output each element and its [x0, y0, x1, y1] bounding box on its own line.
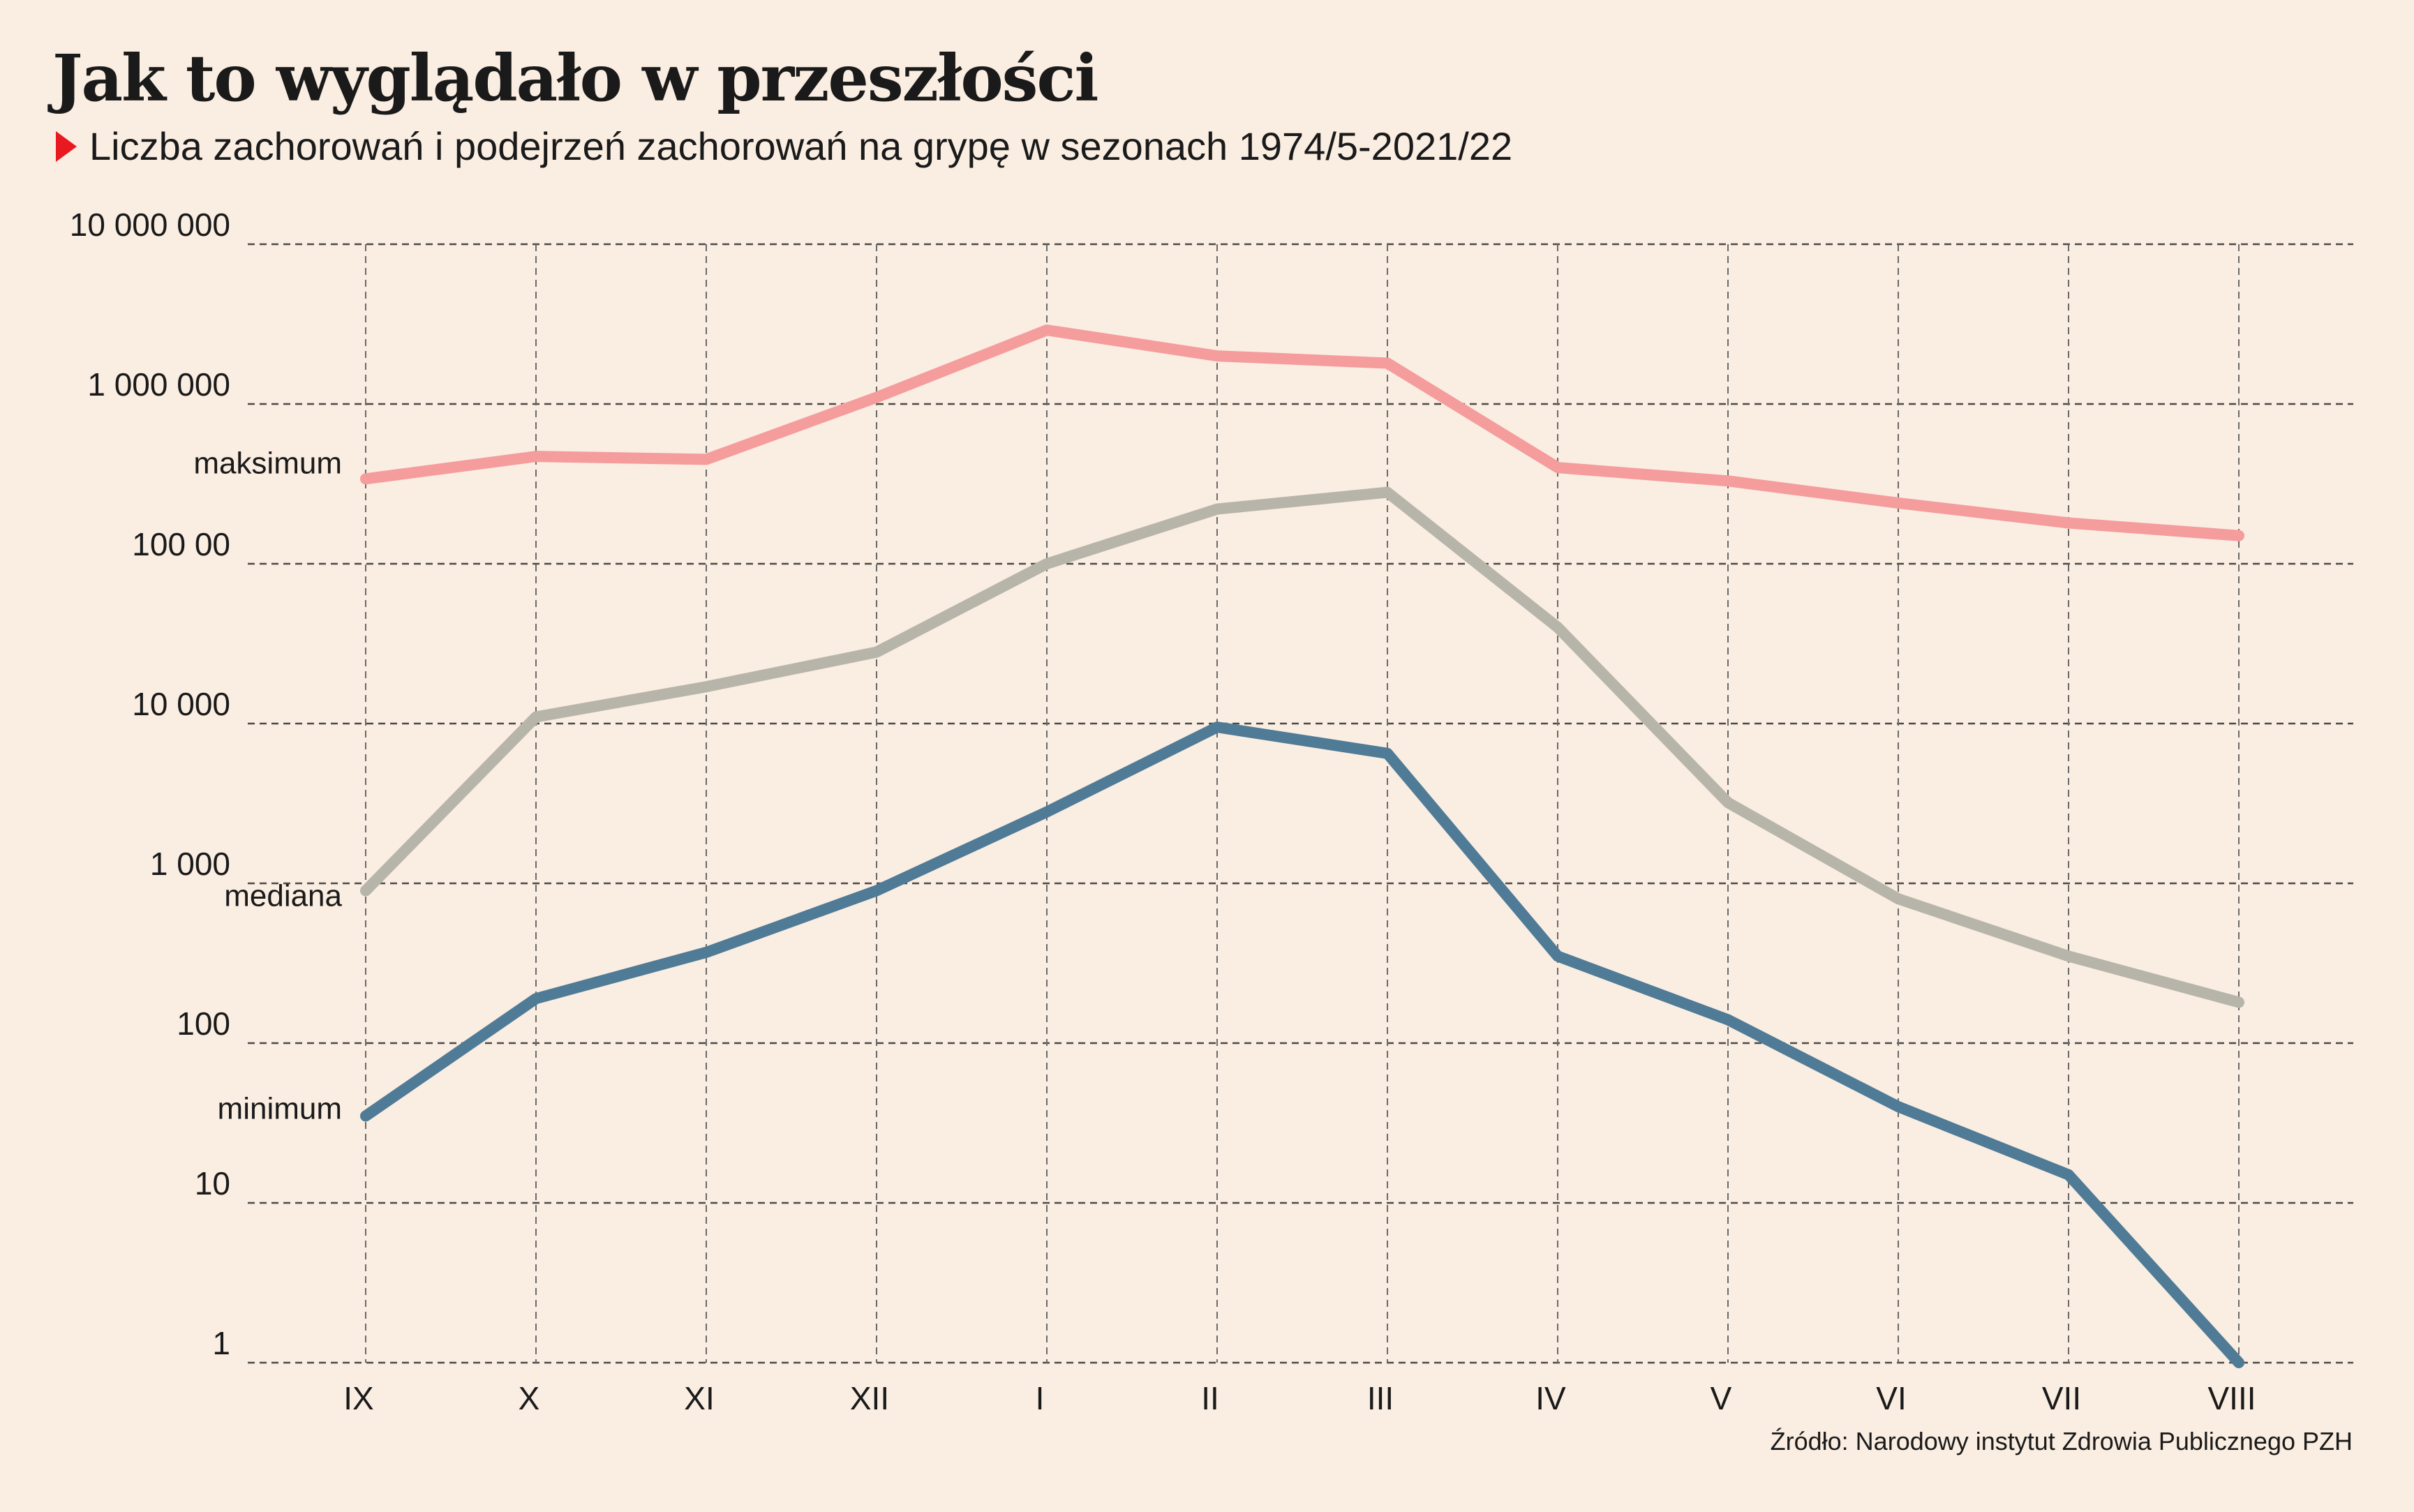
x-tick-label: X [519, 1380, 540, 1416]
subtitle-text: Liczba zachorowań i podejrzeń zachorowań… [89, 124, 1513, 168]
series-label-minimum: minimum [218, 1091, 342, 1125]
series-labels: maksimum mediana minimum [193, 446, 342, 1125]
x-tick-label: VII [2042, 1380, 2081, 1416]
x-tick-label: VI [1876, 1380, 1906, 1416]
series-lines [360, 324, 2244, 1368]
x-tick-label: IX [343, 1380, 373, 1416]
series-label-maksimum: maksimum [193, 446, 342, 480]
series-line-maksimum [360, 324, 2244, 541]
y-tick-label: 100 [177, 1005, 230, 1042]
chart-subtitle: Liczba zachorowań i podejrzeń zachorowań… [56, 123, 1512, 170]
y-tick-label: 100 00 [132, 526, 230, 562]
y-tick-label: 10 000 000 [70, 207, 230, 243]
x-tick-label: II [1201, 1380, 1219, 1416]
x-tick-label: XII [850, 1380, 889, 1416]
y-tick-label: 10 [195, 1165, 230, 1202]
x-tick-label: IV [1535, 1380, 1566, 1416]
x-tick-label: III [1367, 1380, 1394, 1416]
x-tick-label: XI [684, 1380, 714, 1416]
source-note: Źródło: Narodowy instytut Zdrowia Public… [1770, 1427, 2353, 1455]
grid [248, 243, 2353, 1364]
series-line-minimum [360, 721, 2244, 1368]
chart-title: Jak to wyglądało w przeszłości [52, 40, 1098, 116]
x-tick-label: I [1036, 1380, 1045, 1416]
series-line-mediana [360, 486, 2244, 1008]
y-tick-label: 1 000 000 [87, 366, 230, 403]
red-triangle-icon [56, 130, 77, 162]
y-tick-label: 1 [212, 1325, 230, 1361]
series-label-mediana: mediana [224, 878, 342, 913]
y-tick-label: 1 000 [150, 846, 230, 882]
x-tick-label: V [1711, 1380, 1732, 1416]
axis-ticks: 1 10 100 1 000 10 000 100 00 1 000 000 10 000 0… [70, 207, 2256, 1416]
y-tick-label: 10 000 [132, 686, 230, 722]
x-tick-label: VIII [2207, 1380, 2256, 1416]
